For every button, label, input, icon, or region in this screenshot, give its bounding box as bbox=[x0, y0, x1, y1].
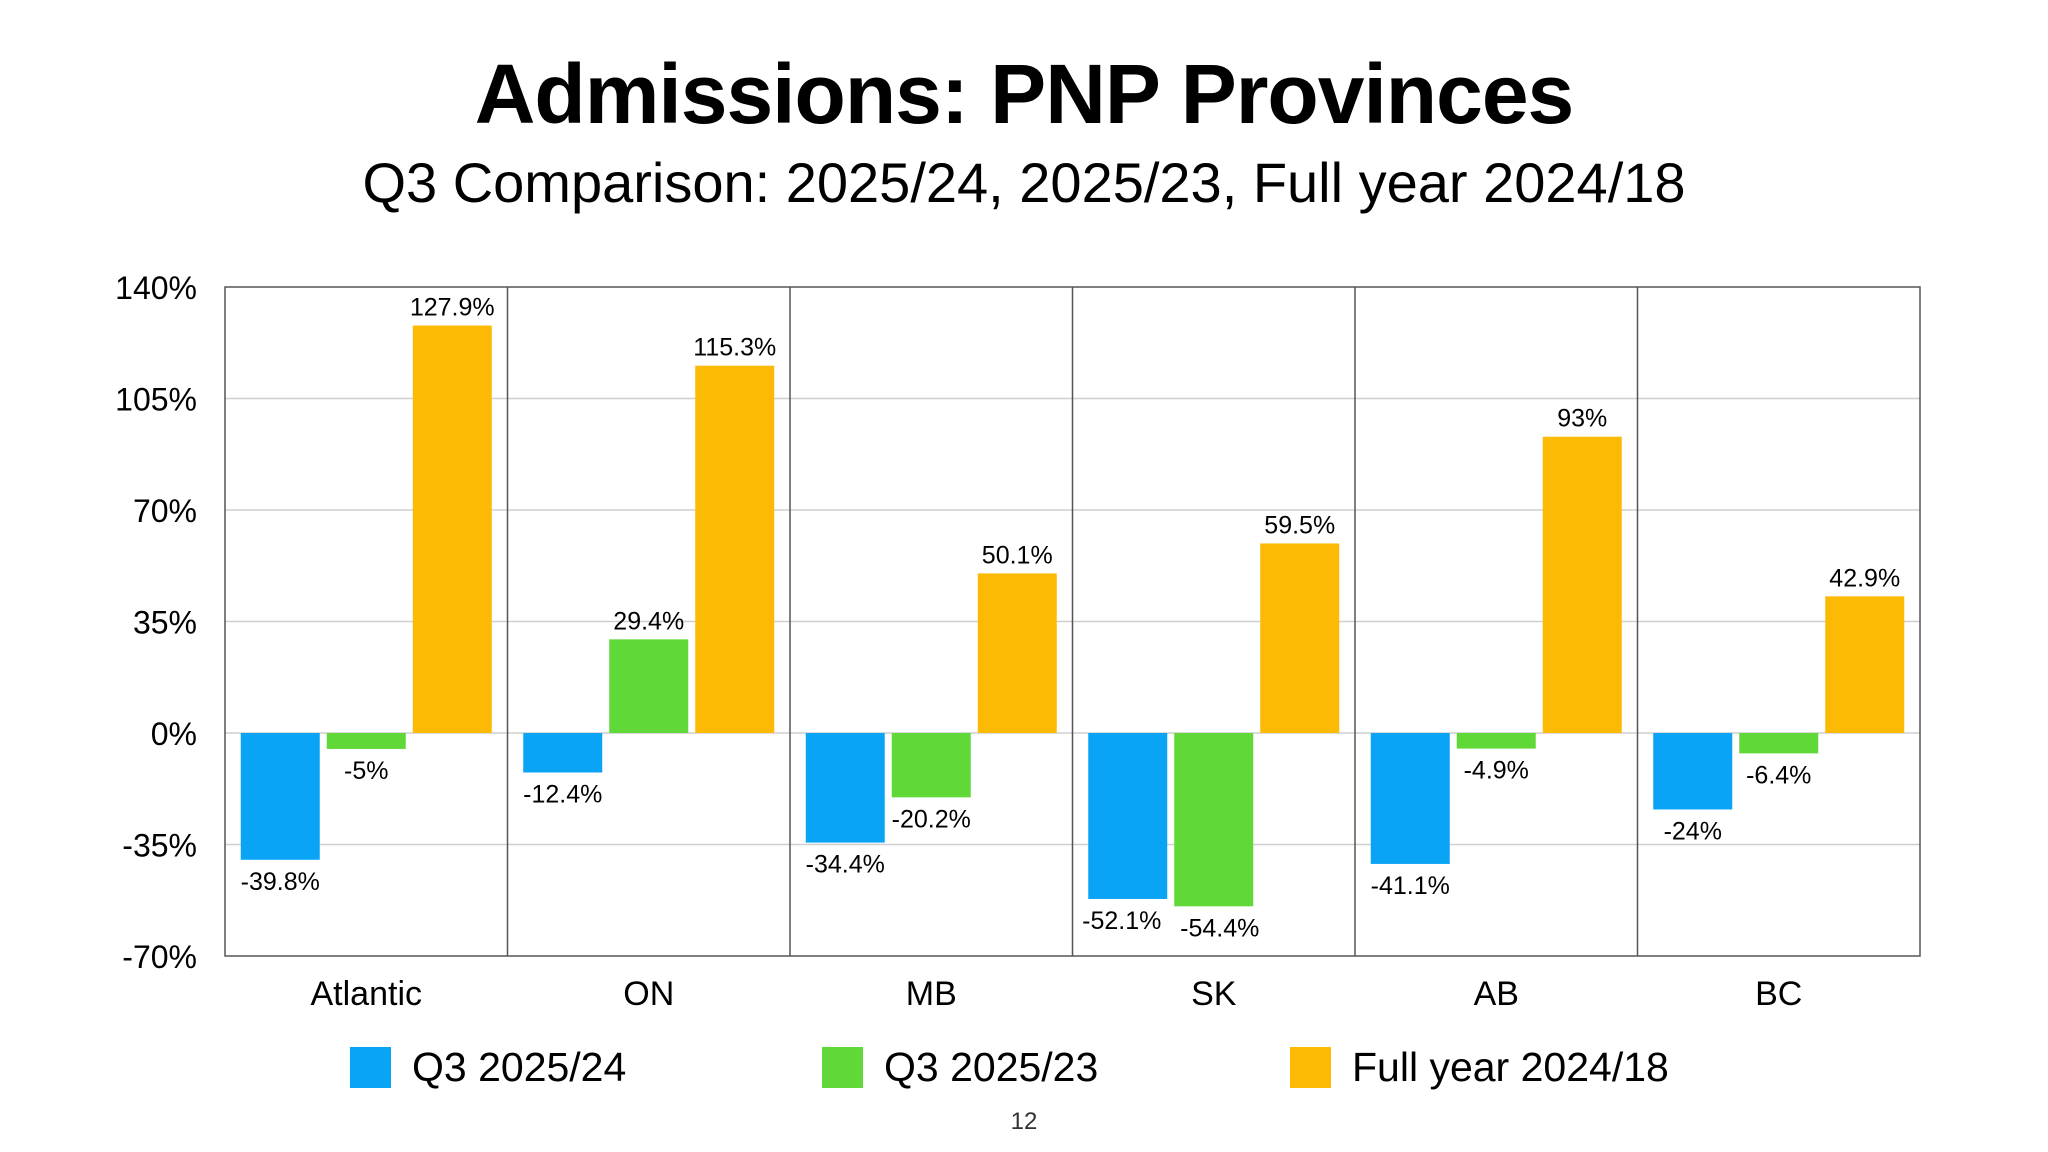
bar bbox=[1653, 733, 1733, 810]
legend-swatch bbox=[822, 1047, 863, 1088]
bar bbox=[1739, 733, 1819, 754]
data-label: -34.4% bbox=[806, 851, 885, 879]
data-label: -39.8% bbox=[241, 868, 320, 896]
bar bbox=[977, 573, 1057, 733]
y-tick-label: 0% bbox=[151, 716, 197, 752]
category-label: ON bbox=[623, 975, 674, 1013]
data-label: 42.9% bbox=[1829, 564, 1900, 592]
legend-label: Q3 2025/24 bbox=[412, 1044, 626, 1090]
legend-swatch bbox=[1290, 1047, 1331, 1088]
bar bbox=[326, 733, 406, 749]
bar bbox=[609, 639, 689, 733]
data-label: -54.4% bbox=[1180, 914, 1259, 942]
bar bbox=[891, 733, 971, 798]
data-label: -20.2% bbox=[892, 805, 971, 833]
plot-frame bbox=[224, 286, 1921, 957]
data-label: -12.4% bbox=[523, 781, 602, 809]
y-tick-label: -35% bbox=[122, 828, 197, 864]
bar bbox=[1825, 596, 1905, 733]
slide-subtitle: Q3 Comparison: 2025/24, 2025/23, Full ye… bbox=[362, 151, 1686, 214]
legend-label: Q3 2025/23 bbox=[884, 1044, 1098, 1090]
category-label: AB bbox=[1474, 975, 1519, 1013]
bar bbox=[1370, 733, 1450, 864]
bar bbox=[805, 733, 885, 843]
data-label: 127.9% bbox=[410, 294, 495, 322]
page-number: 12 bbox=[1010, 1108, 1038, 1135]
slide-title: Admissions: PNP Provinces bbox=[474, 47, 1575, 141]
y-tick-label: 140% bbox=[115, 270, 197, 306]
data-label: -24% bbox=[1664, 817, 1722, 845]
bar bbox=[1542, 436, 1622, 733]
data-label: 59.5% bbox=[1264, 511, 1335, 539]
data-label: -52.1% bbox=[1082, 907, 1161, 935]
bar bbox=[1456, 733, 1536, 749]
legend-swatch bbox=[350, 1047, 391, 1088]
category-label: Atlantic bbox=[311, 975, 423, 1013]
bar bbox=[523, 733, 603, 773]
y-tick-label: 105% bbox=[115, 382, 197, 418]
bar bbox=[695, 365, 775, 733]
y-tick-label: -70% bbox=[122, 939, 197, 975]
data-label: -6.4% bbox=[1746, 761, 1811, 789]
legend-label: Full year 2024/18 bbox=[1352, 1044, 1669, 1090]
data-label: 115.3% bbox=[693, 334, 776, 362]
bar bbox=[1088, 733, 1168, 899]
category-label: MB bbox=[906, 975, 957, 1013]
data-label: -41.1% bbox=[1371, 872, 1450, 900]
y-tick-label: 70% bbox=[133, 493, 197, 529]
data-label: 50.1% bbox=[982, 541, 1053, 569]
bar bbox=[240, 733, 320, 860]
data-label: -4.9% bbox=[1464, 757, 1529, 785]
category-label: SK bbox=[1191, 975, 1237, 1013]
bar bbox=[1260, 543, 1340, 733]
bar bbox=[412, 325, 492, 733]
bar bbox=[1174, 733, 1254, 907]
category-label: BC bbox=[1755, 975, 1802, 1013]
data-label: 29.4% bbox=[613, 607, 684, 635]
y-tick-label: 35% bbox=[133, 605, 197, 641]
data-label: 93% bbox=[1557, 405, 1607, 433]
data-label: -5% bbox=[344, 757, 388, 785]
